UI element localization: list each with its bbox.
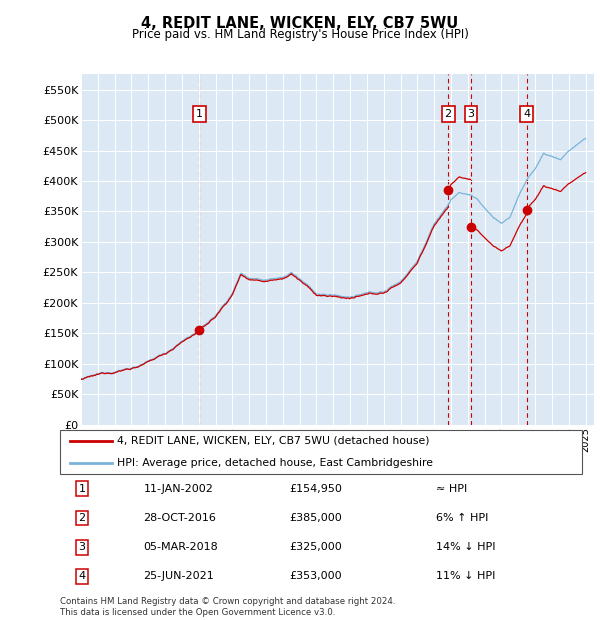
Text: 25-JUN-2021: 25-JUN-2021 (143, 571, 214, 582)
Text: 2: 2 (79, 513, 85, 523)
Text: £325,000: £325,000 (290, 542, 343, 552)
Text: £353,000: £353,000 (290, 571, 343, 582)
Text: 1: 1 (79, 484, 85, 494)
Text: 4: 4 (523, 109, 530, 119)
Text: 6% ↑ HPI: 6% ↑ HPI (436, 513, 488, 523)
Text: ≈ HPI: ≈ HPI (436, 484, 467, 494)
Text: 05-MAR-2018: 05-MAR-2018 (143, 542, 218, 552)
Text: 4: 4 (79, 571, 85, 582)
Text: 11-JAN-2002: 11-JAN-2002 (143, 484, 214, 494)
Text: 3: 3 (79, 542, 85, 552)
Text: 1: 1 (196, 109, 203, 119)
Text: £154,950: £154,950 (290, 484, 343, 494)
Text: Price paid vs. HM Land Registry's House Price Index (HPI): Price paid vs. HM Land Registry's House … (131, 28, 469, 41)
Text: Contains HM Land Registry data © Crown copyright and database right 2024.
This d: Contains HM Land Registry data © Crown c… (60, 598, 395, 617)
FancyBboxPatch shape (60, 430, 582, 474)
Text: 4, REDIT LANE, WICKEN, ELY, CB7 5WU (detached house): 4, REDIT LANE, WICKEN, ELY, CB7 5WU (det… (118, 436, 430, 446)
Text: 11% ↓ HPI: 11% ↓ HPI (436, 571, 495, 582)
Text: 14% ↓ HPI: 14% ↓ HPI (436, 542, 496, 552)
Text: 4, REDIT LANE, WICKEN, ELY, CB7 5WU: 4, REDIT LANE, WICKEN, ELY, CB7 5WU (142, 16, 458, 30)
Text: 28-OCT-2016: 28-OCT-2016 (143, 513, 217, 523)
Text: HPI: Average price, detached house, East Cambridgeshire: HPI: Average price, detached house, East… (118, 458, 433, 468)
Text: £385,000: £385,000 (290, 513, 343, 523)
Text: 3: 3 (467, 109, 475, 119)
Text: 2: 2 (445, 109, 452, 119)
